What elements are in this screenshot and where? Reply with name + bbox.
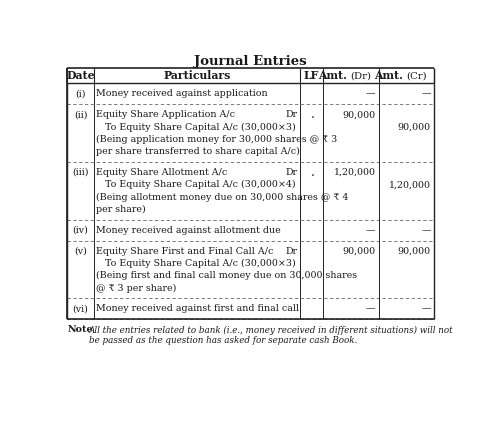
Text: —: —	[421, 226, 430, 235]
Text: Equity Share Application A/c: Equity Share Application A/c	[96, 110, 235, 119]
Text: Date: Date	[66, 70, 95, 81]
Text: (Being allotment money due on 30,000 shares @ ₹ 4: (Being allotment money due on 30,000 sha…	[96, 192, 348, 202]
Text: (Being first and final call money due on 30,000 shares: (Being first and final call money due on…	[96, 271, 356, 280]
Text: —: —	[365, 226, 375, 235]
Text: Money received against application: Money received against application	[96, 89, 267, 98]
Text: Particulars: Particulars	[163, 70, 230, 81]
Text: (ii): (ii)	[74, 110, 87, 119]
Text: Equity Share Allotment A/c: Equity Share Allotment A/c	[96, 168, 227, 177]
Text: Dr: Dr	[285, 110, 297, 119]
Text: 90,000: 90,000	[397, 246, 430, 256]
Text: Dr: Dr	[285, 246, 297, 256]
Text: (iv): (iv)	[72, 226, 88, 235]
Text: @ ₹ 3 per share): @ ₹ 3 per share)	[96, 284, 176, 292]
Text: All the entries related to bank (i.e., money received in different situations) w: All the entries related to bank (i.e., m…	[89, 325, 453, 345]
Text: To Equity Share Capital A/c (30,000×3): To Equity Share Capital A/c (30,000×3)	[105, 259, 295, 268]
Text: 1,20,000: 1,20,000	[333, 168, 375, 177]
Text: (i): (i)	[75, 89, 85, 98]
Text: 90,000: 90,000	[342, 110, 375, 119]
Text: (vi): (vi)	[72, 304, 88, 314]
Text: To Equity Share Capital A/c (30,000×3): To Equity Share Capital A/c (30,000×3)	[105, 122, 295, 132]
Text: (iii): (iii)	[72, 168, 89, 177]
Text: Dr: Dr	[285, 168, 297, 177]
Text: 90,000: 90,000	[342, 246, 375, 256]
Text: Equity Share First and Final Call A/c: Equity Share First and Final Call A/c	[96, 246, 273, 256]
Text: per share transferred to share capital A/c): per share transferred to share capital A…	[96, 147, 299, 156]
Text: Money received against allotment due: Money received against allotment due	[96, 226, 280, 235]
Text: (v): (v)	[74, 246, 87, 256]
Text: .: .	[310, 166, 314, 179]
Text: LF: LF	[303, 70, 318, 81]
Text: Journal Entries: Journal Entries	[194, 55, 306, 68]
Text: (Cr): (Cr)	[406, 71, 426, 81]
Text: .: .	[310, 108, 314, 121]
Text: 1,20,000: 1,20,000	[388, 180, 430, 189]
Text: 90,000: 90,000	[397, 122, 430, 132]
Text: (Being application money for 30,000 shares @ ₹ 3: (Being application money for 30,000 shar…	[96, 135, 337, 144]
Text: per share): per share)	[96, 205, 145, 214]
Text: (Dr): (Dr)	[350, 71, 371, 81]
Text: —: —	[365, 89, 375, 98]
Text: Money received against first and final call: Money received against first and final c…	[96, 304, 299, 314]
Text: Note: Note	[67, 325, 93, 335]
Text: Amt.: Amt.	[373, 70, 406, 81]
Text: Amt.: Amt.	[317, 70, 350, 81]
Text: —: —	[421, 304, 430, 314]
Text: To Equity Share Capital A/c (30,000×4): To Equity Share Capital A/c (30,000×4)	[105, 180, 295, 189]
Text: —: —	[365, 304, 375, 314]
Text: —: —	[421, 89, 430, 98]
